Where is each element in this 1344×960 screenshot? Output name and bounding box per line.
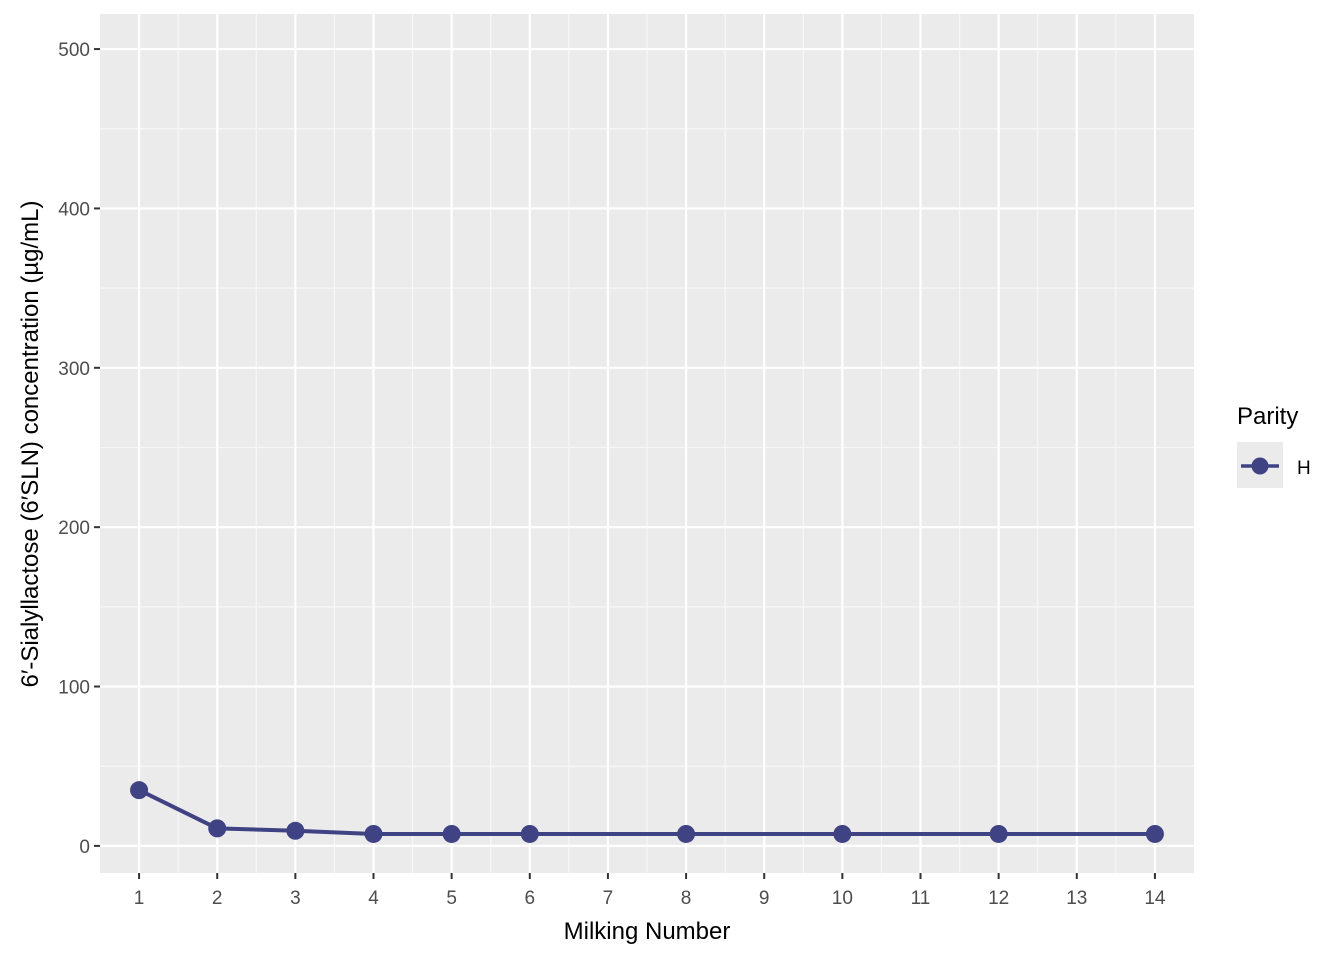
legend-title: Parity: [1237, 403, 1298, 430]
x-tick-label: 4: [368, 888, 379, 909]
x-tick-label: 9: [759, 888, 770, 909]
y-tick-label: 0: [79, 837, 90, 858]
x-tick-label: 5: [446, 888, 457, 909]
x-tick-label: 6: [524, 888, 535, 909]
major-gridlines: [100, 14, 1194, 873]
legend: Parity H: [1237, 403, 1311, 488]
x-axis: 1 2 3 4 5 6 7 8 9 10 11 12 13 14: [134, 873, 1166, 909]
series-layer: [130, 781, 1164, 843]
y-tick-label: 400: [58, 199, 90, 220]
x-tick-label: 10: [832, 888, 853, 909]
y-tick-label: 200: [58, 518, 90, 539]
x-tick-label: 11: [911, 888, 931, 909]
y-tick-label: 300: [58, 359, 90, 380]
y-axis-title: 6′-Sialyllactose (6′SLN) concentration (…: [17, 200, 44, 687]
data-point: [677, 824, 696, 843]
legend-label-h: H: [1297, 458, 1311, 479]
y-tick-label: 500: [58, 40, 90, 61]
legend-key-point: [1251, 457, 1269, 475]
y-axis: 0 100 200 300 400 500: [58, 40, 100, 858]
x-axis-title: Milking Number: [564, 918, 731, 945]
data-point: [130, 781, 149, 800]
x-tick-label: 2: [212, 888, 223, 909]
x-tick-label: 12: [988, 888, 1009, 909]
data-point: [442, 824, 461, 843]
x-tick-label: 7: [603, 888, 614, 909]
x-tick-label: 13: [1066, 888, 1087, 909]
y-tick-label: 100: [58, 678, 90, 699]
data-point: [364, 824, 383, 843]
minor-gridlines: [100, 14, 1194, 873]
data-point: [833, 824, 852, 843]
x-tick-label: 1: [134, 888, 145, 909]
data-point: [208, 819, 227, 838]
data-point: [286, 821, 305, 840]
data-point: [520, 824, 539, 843]
series-line-h: [138, 788, 1155, 836]
x-tick-label: 3: [290, 888, 301, 909]
data-point: [1145, 824, 1164, 843]
data-point: [989, 824, 1008, 843]
x-tick-label: 14: [1144, 888, 1166, 909]
x-tick-label: 8: [681, 888, 692, 909]
